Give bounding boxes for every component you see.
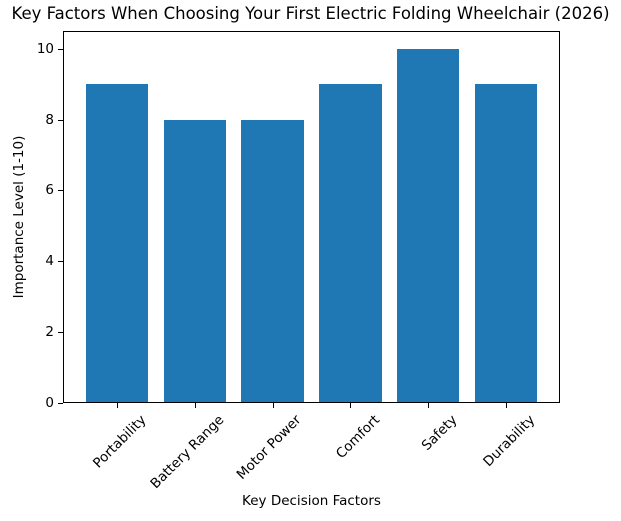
x-tick-label: Comfort bbox=[332, 412, 383, 462]
y-tick-mark bbox=[58, 190, 63, 191]
y-tick-label: 2 bbox=[45, 324, 54, 340]
x-tick-label: Durability bbox=[480, 412, 539, 470]
y-tick-mark bbox=[58, 332, 63, 333]
y-tick-label: 0 bbox=[45, 395, 54, 411]
x-tick-mark bbox=[195, 403, 196, 408]
x-tick-mark bbox=[506, 403, 507, 408]
bar-comfort bbox=[319, 84, 382, 403]
y-tick-mark bbox=[58, 120, 63, 121]
y-axis-label: Importance Level (1-10) bbox=[11, 135, 27, 299]
y-tick-mark bbox=[58, 49, 63, 50]
x-tick-label: Safety bbox=[418, 412, 461, 454]
y-tick-label: 6 bbox=[45, 182, 54, 198]
x-tick-mark bbox=[428, 403, 429, 408]
x-tick-label: Battery Range bbox=[147, 412, 228, 492]
x-tick-mark bbox=[350, 403, 351, 408]
y-tick-mark bbox=[58, 261, 63, 262]
chart-title: Key Factors When Choosing Your First Ele… bbox=[11, 4, 610, 23]
x-tick-mark bbox=[117, 403, 118, 408]
x-axis-label: Key Decision Factors bbox=[242, 493, 381, 509]
y-tick-label: 8 bbox=[45, 112, 54, 128]
x-tick-label: Portability bbox=[89, 412, 150, 472]
bar-battery-range bbox=[163, 119, 226, 403]
x-tick-mark bbox=[273, 403, 274, 408]
y-tick-label: 4 bbox=[45, 253, 54, 269]
y-tick-label: 10 bbox=[36, 41, 54, 57]
bar-safety bbox=[397, 48, 460, 403]
bar-durability bbox=[475, 84, 538, 403]
bar-portability bbox=[85, 84, 148, 403]
x-tick-label: Motor Power bbox=[234, 412, 305, 483]
y-tick-mark bbox=[58, 403, 63, 404]
bar-motor-power bbox=[241, 119, 304, 403]
